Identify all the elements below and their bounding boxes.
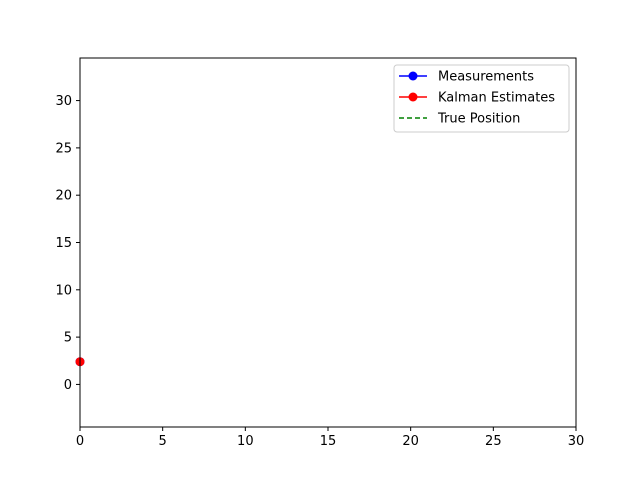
x-tick-label: 10: [237, 434, 254, 449]
plot-axes: 0 5 10 15 20 25 30 0 5 10 15 20 25 30 Measurements Ka…: [55, 57, 584, 449]
y-tick-label: 5: [64, 331, 72, 346]
legend-marker: [408, 71, 418, 81]
x-tick-label: 30: [568, 434, 585, 449]
y-tick-label: 0: [64, 378, 72, 393]
y-axis-ticks: 0 5 10 15 20 25 30: [55, 94, 80, 393]
legend-marker: [408, 92, 418, 102]
legend-label: Kalman Estimates: [438, 91, 555, 106]
legend: Measurements Kalman Estimates True Positio…: [393, 64, 570, 133]
x-tick-label: 15: [320, 434, 337, 449]
legend-label: True Position: [437, 112, 520, 127]
y-tick-label: 15: [55, 236, 72, 251]
x-tick-label: 0: [76, 434, 84, 449]
legend-box: [393, 64, 570, 133]
y-tick-label: 25: [55, 141, 72, 156]
y-tick-label: 30: [55, 94, 72, 109]
x-tick-label: 25: [485, 434, 502, 449]
y-tick-label: 10: [55, 283, 72, 298]
x-axis-ticks: 0 5 10 15 20 25 30: [76, 427, 584, 449]
x-tick-label: 5: [159, 434, 167, 449]
legend-label: Measurements: [438, 70, 534, 85]
y-tick-label: 20: [55, 189, 72, 204]
x-tick-label: 20: [402, 434, 419, 449]
